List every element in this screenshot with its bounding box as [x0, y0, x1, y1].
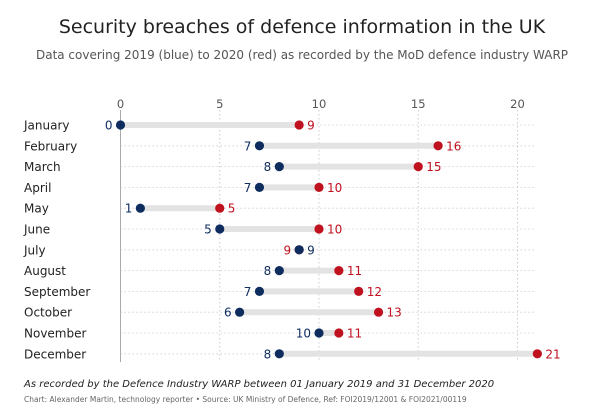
category-label: December: [24, 347, 86, 361]
chart-source: Chart: Alexander Martin, technology repo…: [24, 395, 467, 404]
x-tick-label: 5: [216, 97, 223, 111]
category-label: November: [24, 327, 86, 341]
value-label-2020: 10: [327, 223, 342, 237]
point-2020: [294, 120, 304, 130]
category-label: August: [24, 264, 66, 278]
point-2019: [135, 203, 145, 213]
category-label: July: [23, 243, 46, 257]
category-label: January: [23, 119, 70, 133]
point-2019: [314, 328, 324, 338]
category-label: February: [24, 139, 77, 153]
category-label: March: [24, 160, 61, 174]
point-2019: [254, 141, 265, 151]
x-tick-label: 0: [117, 97, 124, 111]
value-label-2020: 12: [367, 285, 382, 299]
value-label-2019: 9: [307, 243, 315, 257]
value-label-2020: 13: [387, 306, 402, 320]
value-label-2019: 8: [264, 160, 272, 174]
x-tick-label: 10: [312, 97, 327, 111]
category-label: April: [24, 181, 51, 195]
value-label-2020: 11: [347, 327, 362, 341]
point-2020: [215, 203, 225, 213]
point-2019: [274, 349, 284, 359]
value-label-2020: 11: [347, 264, 362, 278]
category-label: October: [24, 306, 72, 320]
value-label-2019: 5: [204, 223, 212, 237]
value-label-2020: 9: [284, 243, 292, 257]
chart-title: Security breaches of defence information…: [58, 16, 546, 38]
value-label-2020: 5: [228, 202, 236, 216]
value-label-2019: 8: [264, 347, 272, 361]
value-label-2019: 7: [244, 139, 252, 153]
chart-footnote: As recorded by the Defence Industry WARP…: [24, 379, 495, 390]
point-2019: [294, 245, 304, 255]
point-2020: [334, 266, 344, 276]
point-2020: [532, 349, 542, 359]
value-label-2020: 9: [307, 119, 315, 133]
value-label-2019: 6: [224, 306, 232, 320]
point-2020: [334, 328, 344, 338]
value-label-2019: 10: [296, 327, 311, 341]
point-2019: [254, 182, 265, 192]
value-label-2020: 10: [327, 181, 342, 195]
point-2019: [274, 266, 284, 276]
x-tick-label: 20: [510, 97, 525, 111]
value-label-2020: 15: [426, 160, 441, 174]
category-label: May: [24, 202, 49, 216]
category-label: September: [24, 285, 90, 299]
point-2020: [314, 224, 324, 234]
point-2019: [274, 162, 284, 172]
point-2020: [433, 141, 443, 151]
point-2019: [254, 286, 265, 296]
chart-subtitle: Data covering 2019 (blue) to 2020 (red) …: [35, 48, 569, 62]
point-2020: [413, 162, 423, 172]
x-tick-label: 15: [411, 97, 426, 111]
point-2019: [235, 307, 245, 317]
value-label-2019: 0: [105, 119, 113, 133]
value-label-2019: 8: [264, 264, 272, 278]
point-2020: [314, 182, 324, 192]
point-2019: [115, 120, 126, 130]
value-label-2019: 1: [125, 202, 133, 216]
point-2020: [354, 286, 364, 296]
value-label-2019: 7: [244, 181, 252, 195]
point-2019: [215, 224, 225, 234]
value-label-2019: 7: [244, 285, 252, 299]
value-label-2020: 21: [545, 347, 560, 361]
point-2020: [373, 307, 384, 317]
category-label: June: [23, 223, 50, 237]
value-label-2020: 16: [446, 139, 461, 153]
